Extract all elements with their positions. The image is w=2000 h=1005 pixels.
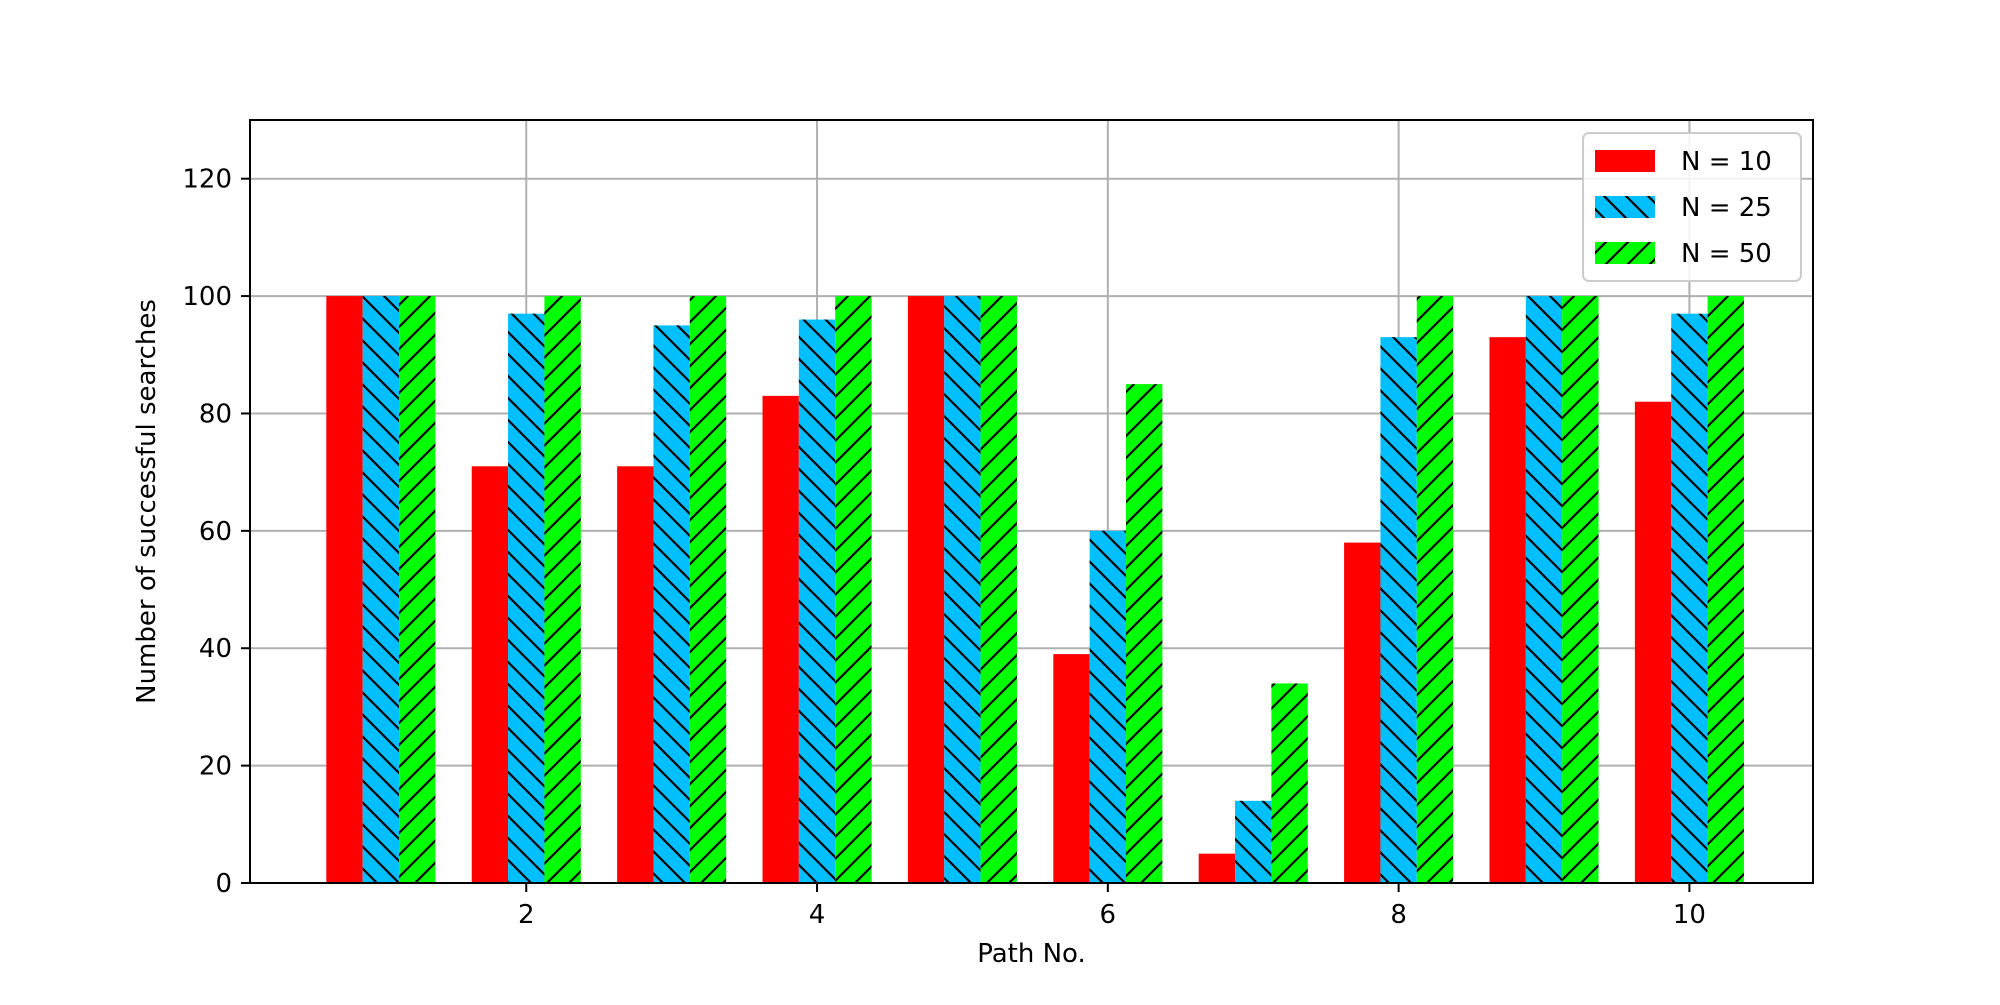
bar [1489,337,1526,884]
bar-hatch [508,313,545,884]
y-tick-label: 80 [199,399,232,429]
bars [326,296,1744,884]
x-tick-label: 2 [518,900,535,930]
x-tick-label: 4 [809,900,826,930]
legend-swatch [1595,150,1655,172]
y-tick-label: 60 [199,517,232,547]
bar [1344,542,1381,883]
legend-label: N = 50 [1681,239,1772,269]
bar [326,296,363,884]
bar-hatch [1089,530,1127,883]
bar-hatch [1235,800,1272,883]
bar-hatch [544,296,581,884]
bar-hatch [653,325,690,883]
x-axis-label: Path No. [977,939,1086,969]
bar [1198,853,1236,883]
bar-hatch [362,296,400,884]
y-tick-label: 20 [199,752,232,782]
bar-hatch [1271,683,1308,883]
x-tick-label: 10 [1673,900,1706,930]
bar-hatch [1707,296,1744,884]
x-tick-label: 8 [1390,900,1407,930]
y-tick-label: 100 [182,282,232,312]
bar [907,296,945,884]
bar-hatch [1380,337,1417,884]
y-tick-label: 120 [182,165,232,195]
bar-hatch [1525,296,1563,884]
bar-hatch [980,296,1017,884]
bar-hatch [689,296,727,884]
bar [762,395,799,883]
legend-label: N = 25 [1681,193,1772,223]
plot-frame [249,119,1814,884]
bar-hatch [1562,296,1599,884]
legend-label: N = 10 [1681,147,1772,177]
bar [617,466,654,883]
bar-hatch [1416,296,1454,884]
bar-hatch [835,296,872,884]
bar-hatch [1671,313,1708,884]
y-axis-label: Number of successful searches [132,299,162,704]
bar-hatch [399,296,436,884]
legend: N = 10 N = 25 N = 50 [1582,132,1802,282]
legend-swatch-hatch [1595,242,1655,264]
y-tick-label: 40 [199,634,232,664]
x-tick-label: 6 [1100,900,1117,930]
legend-swatch-hatch [1595,196,1655,218]
bar [1634,401,1672,883]
bar [1053,654,1090,883]
bar-hatch [798,319,836,883]
y-tick-label: 0 [215,869,232,899]
bar-hatch [944,296,981,884]
bar-hatch [1126,384,1163,883]
bar [471,466,509,883]
